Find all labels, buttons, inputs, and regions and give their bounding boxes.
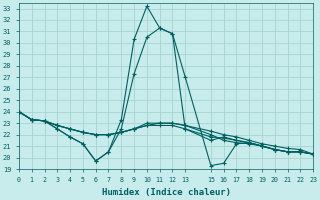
X-axis label: Humidex (Indice chaleur): Humidex (Indice chaleur) [101,188,231,197]
